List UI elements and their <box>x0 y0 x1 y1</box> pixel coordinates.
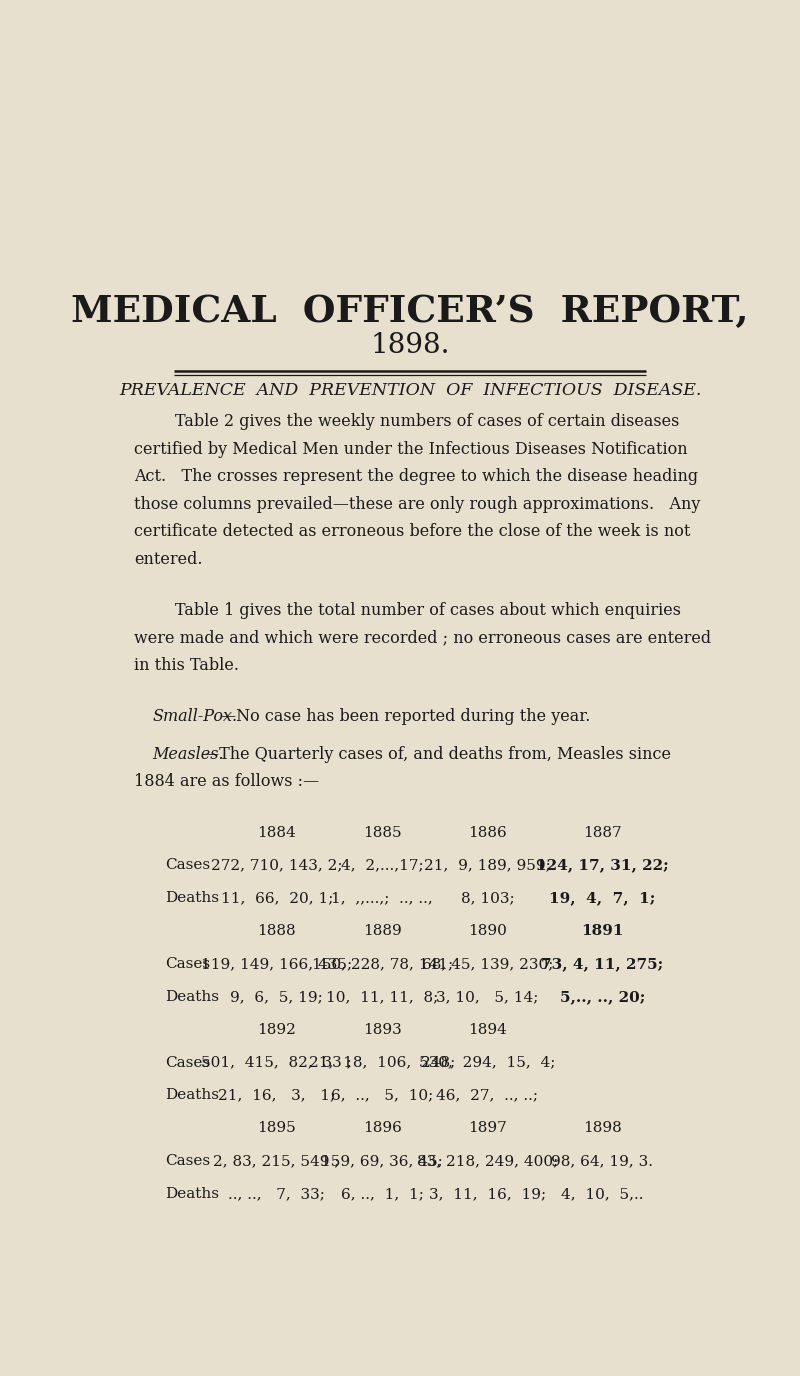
Text: 68, 45, 139, 230;: 68, 45, 139, 230; <box>422 956 553 971</box>
Text: MEDICAL  OFFICER’S  REPORT,: MEDICAL OFFICER’S REPORT, <box>71 293 749 330</box>
Text: 1896: 1896 <box>362 1121 402 1135</box>
Text: 1884: 1884 <box>258 826 296 839</box>
Text: PREVALENCE  AND  PREVENTION  OF  INFECTIOUS  DISEASE.: PREVALENCE AND PREVENTION OF INFECTIOUS … <box>119 383 701 399</box>
Text: Table 2 gives the weekly numbers of cases of certain diseases: Table 2 gives the weekly numbers of case… <box>134 413 679 431</box>
Text: 3,  11,  16,  19;: 3, 11, 16, 19; <box>429 1187 546 1201</box>
Text: 272, 710, 143, 2;: 272, 710, 143, 2; <box>211 859 342 872</box>
Text: 119, 149, 166, 435;: 119, 149, 166, 435; <box>201 956 352 971</box>
Text: 501,  415,  82,  33 ;: 501, 415, 82, 33 ; <box>202 1055 352 1069</box>
Text: Cases: Cases <box>165 1055 210 1069</box>
Text: 1888: 1888 <box>258 925 296 938</box>
Text: 11,  66,  20, 1;: 11, 66, 20, 1; <box>221 892 333 905</box>
Text: 21,  18,  106,  248;: 21, 18, 106, 248; <box>309 1055 455 1069</box>
Text: certified by Medical Men under the Infectious Diseases Notification: certified by Medical Men under the Infec… <box>134 440 688 458</box>
Text: 19,  4,  7,  1;: 19, 4, 7, 1; <box>549 892 655 905</box>
Text: Deaths: Deaths <box>165 989 219 1004</box>
Text: 1884 are as follows :—: 1884 are as follows :— <box>134 773 319 790</box>
Text: 46,  27,  .., ..;: 46, 27, .., ..; <box>437 1088 538 1102</box>
Text: 1890: 1890 <box>468 925 507 938</box>
Text: Table 1 gives the total number of cases about which enquiries: Table 1 gives the total number of cases … <box>134 601 681 619</box>
Text: 1887: 1887 <box>583 826 622 839</box>
Text: 1891: 1891 <box>581 925 623 938</box>
Text: —No case has been reported during the year.: —No case has been reported during the ye… <box>220 707 590 725</box>
Text: 1889: 1889 <box>362 925 402 938</box>
Text: 3, 10,   5, 14;: 3, 10, 5, 14; <box>436 989 538 1004</box>
Text: 6,  ..,   5,  10;: 6, .., 5, 10; <box>331 1088 434 1102</box>
Text: entered.: entered. <box>134 550 202 568</box>
Text: 98, 64, 19, 3.: 98, 64, 19, 3. <box>551 1154 654 1168</box>
Text: Cases: Cases <box>165 1154 210 1168</box>
Text: 1893: 1893 <box>362 1022 402 1036</box>
Text: 4,  2,...,17;: 4, 2,...,17; <box>341 859 423 872</box>
Text: 1894: 1894 <box>468 1022 507 1036</box>
Text: Measles.: Measles. <box>153 746 224 762</box>
Text: 83, 218, 249, 400;: 83, 218, 249, 400; <box>417 1154 558 1168</box>
Text: 1898.: 1898. <box>370 332 450 359</box>
Text: Act.   The crosses represent the degree to which the disease heading: Act. The crosses represent the degree to… <box>134 468 698 486</box>
Text: 159, 69, 36, 45;: 159, 69, 36, 45; <box>322 1154 443 1168</box>
Text: Small-Pox.: Small-Pox. <box>153 707 238 725</box>
Text: 150, 228, 78, 141;: 150, 228, 78, 141; <box>311 956 453 971</box>
Text: 1885: 1885 <box>362 826 402 839</box>
Text: 1897: 1897 <box>468 1121 507 1135</box>
Text: 1892: 1892 <box>258 1022 296 1036</box>
Text: Deaths: Deaths <box>165 892 219 905</box>
Text: those columns prevailed—these are only rough approximations.   Any: those columns prevailed—these are only r… <box>134 495 701 513</box>
Text: —The Quarterly cases of, and deaths from, Measles since: —The Quarterly cases of, and deaths from… <box>203 746 671 762</box>
Text: .., ..,   7,  33;: .., .., 7, 33; <box>228 1187 325 1201</box>
Text: 6, ..,  1,  1;: 6, .., 1, 1; <box>341 1187 423 1201</box>
Text: 8, 103;: 8, 103; <box>461 892 514 905</box>
Text: Cases: Cases <box>165 859 210 872</box>
Text: 1886: 1886 <box>468 826 507 839</box>
Text: 124, 17, 31, 22;: 124, 17, 31, 22; <box>536 859 669 872</box>
Text: 21,  16,   3,   1;: 21, 16, 3, 1; <box>218 1088 335 1102</box>
Text: Deaths: Deaths <box>165 1088 219 1102</box>
Text: Deaths: Deaths <box>165 1187 219 1201</box>
Text: 5,.., .., 20;: 5,.., .., 20; <box>559 989 645 1004</box>
Text: 1895: 1895 <box>258 1121 296 1135</box>
Text: certificate detected as erroneous before the close of the week is not: certificate detected as erroneous before… <box>134 523 690 541</box>
Text: were made and which were recorded ; no erroneous cases are entered: were made and which were recorded ; no e… <box>134 629 711 647</box>
Text: 1,  ,,...,;  .., ..,: 1, ,,...,; .., .., <box>331 892 433 905</box>
Text: in this Table.: in this Table. <box>134 656 239 674</box>
Text: 73, 4, 11, 275;: 73, 4, 11, 275; <box>541 956 663 971</box>
Text: 9,  6,  5, 19;: 9, 6, 5, 19; <box>230 989 323 1004</box>
Text: 21,  9, 189, 959;: 21, 9, 189, 959; <box>424 859 551 872</box>
Text: 2, 83, 215, 549 ;: 2, 83, 215, 549 ; <box>214 1154 340 1168</box>
Text: 10,  11, 11,  8;: 10, 11, 11, 8; <box>326 989 438 1004</box>
Text: 530,  294,  15,  4;: 530, 294, 15, 4; <box>419 1055 556 1069</box>
Text: 4,  10,  5,..: 4, 10, 5,.. <box>561 1187 643 1201</box>
Text: Cases: Cases <box>165 956 210 971</box>
Text: 1898: 1898 <box>583 1121 622 1135</box>
